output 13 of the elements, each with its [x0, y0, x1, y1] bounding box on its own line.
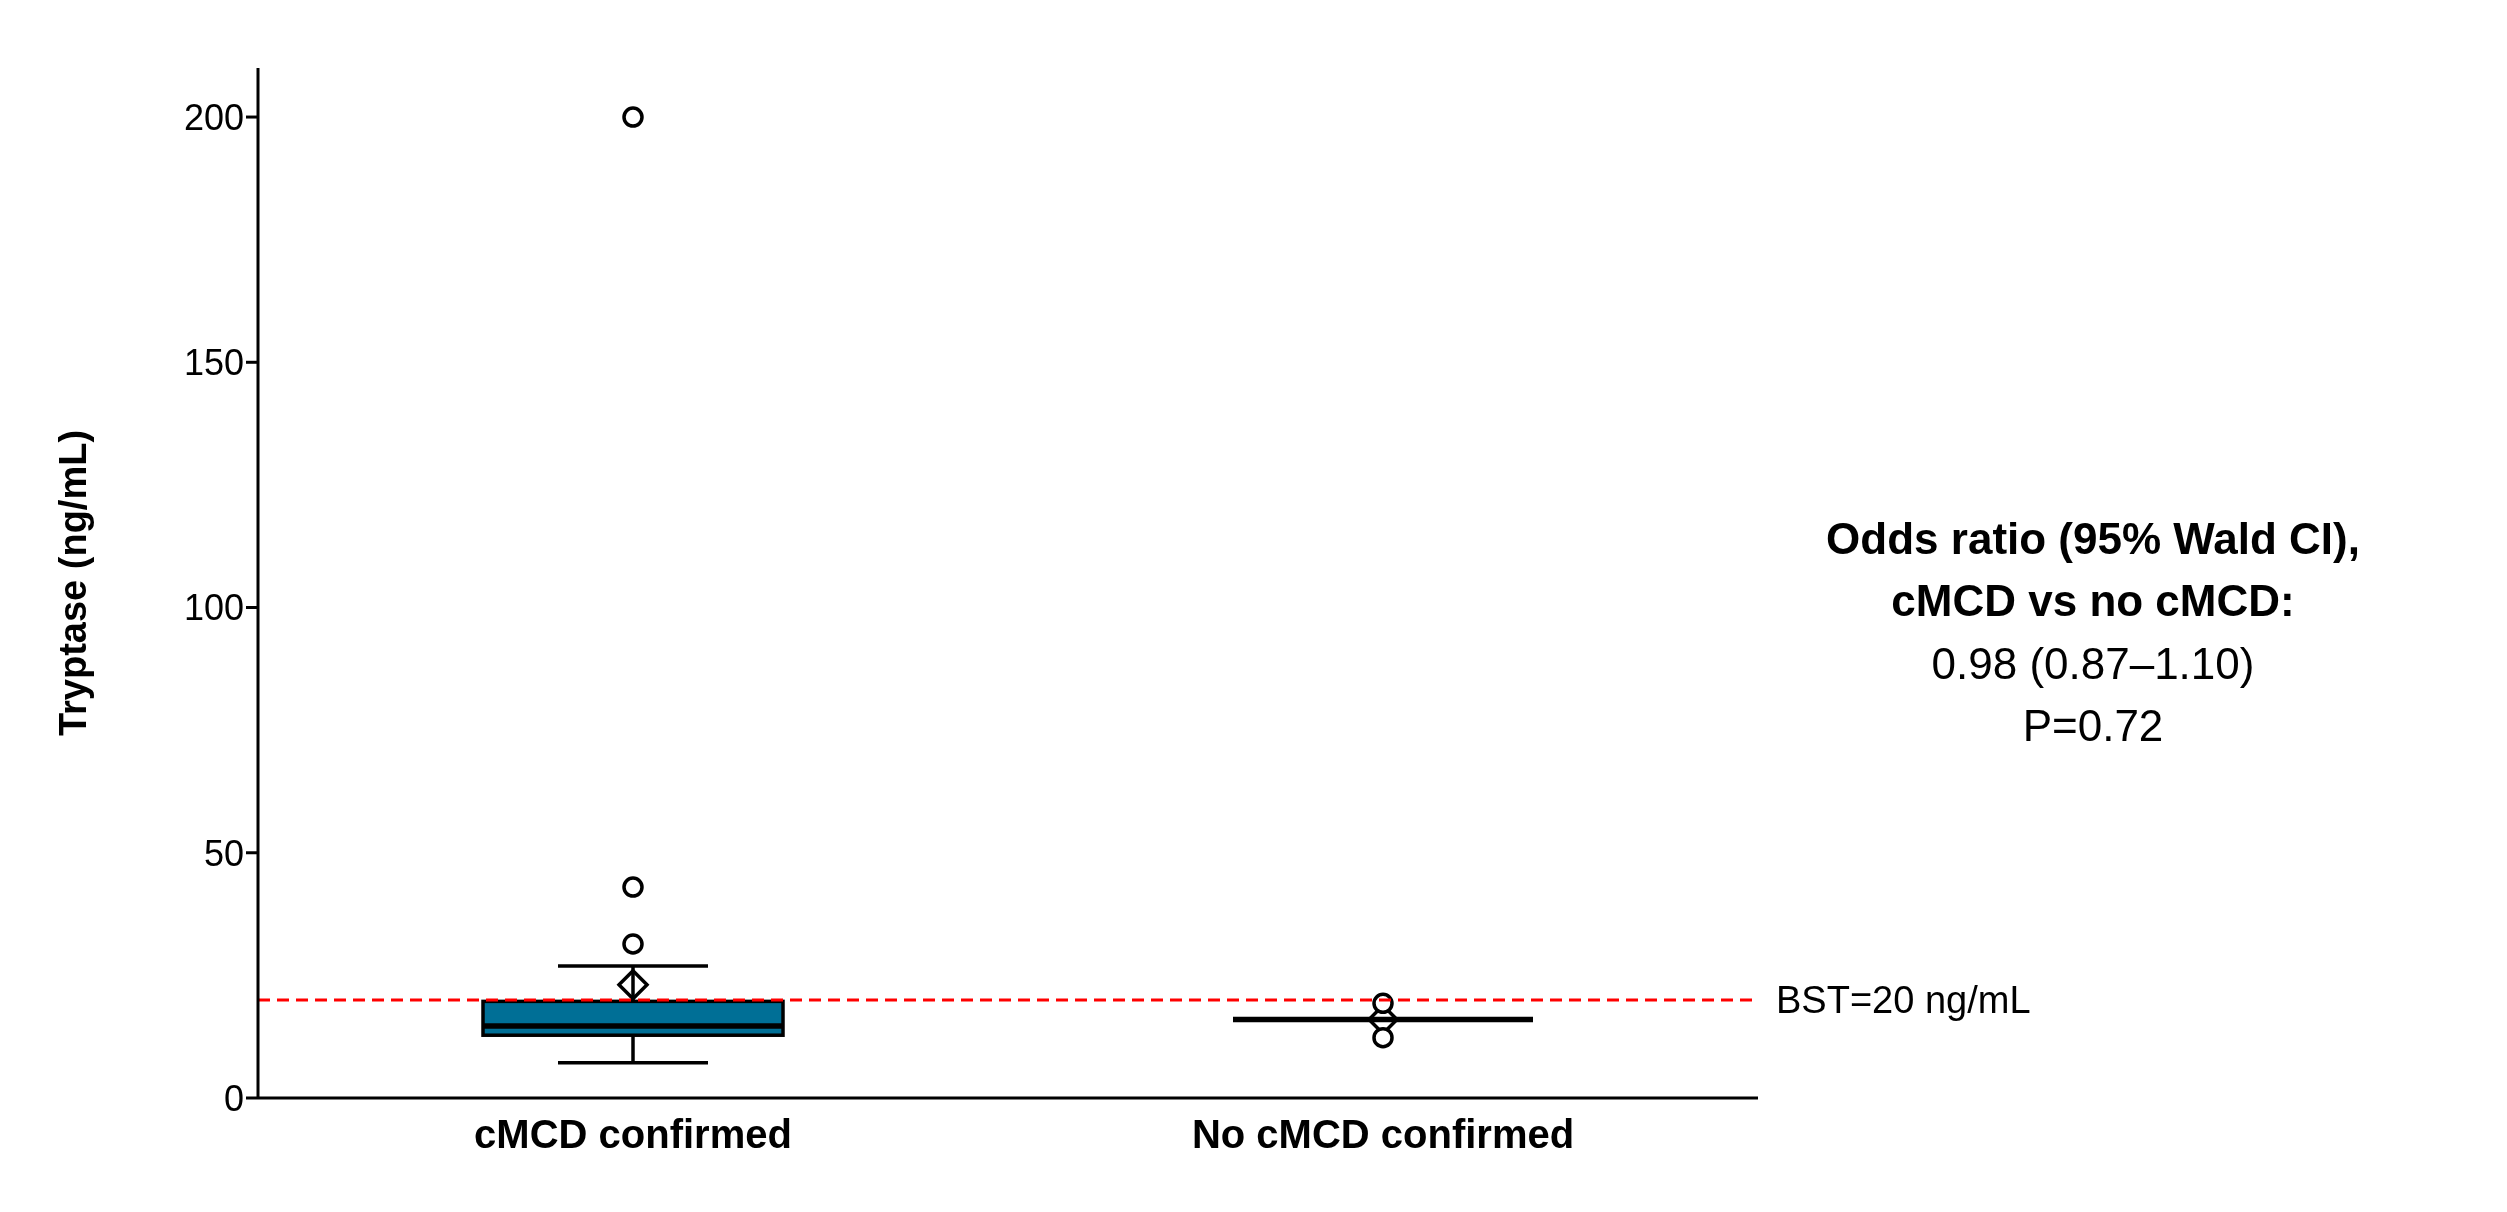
y-tick-label: 150 — [183, 342, 244, 384]
y-axis-title: Tryptase (ng/mL) — [52, 429, 95, 737]
text: 0.98 (0.87–1.10) — [1930, 637, 2256, 690]
y-tick-label: 200 — [183, 96, 244, 138]
x-tick-label: cMCD confirmed — [474, 1112, 792, 1157]
text: P=0.72 — [2021, 700, 2165, 753]
text: cMCD vs no cMCD: — [1890, 575, 2296, 628]
x-tick-label: No cMCD confirmed — [1191, 1112, 1575, 1157]
y-tick-label: 50 — [203, 832, 244, 874]
y-tick-label: 100 — [183, 587, 244, 629]
text: Odds ratio (95% Wald CI), — [1825, 513, 2361, 565]
y-tick-label: 0 — [223, 1077, 244, 1119]
ref-line-label: BST=20 ng/mL — [1776, 979, 2031, 1022]
